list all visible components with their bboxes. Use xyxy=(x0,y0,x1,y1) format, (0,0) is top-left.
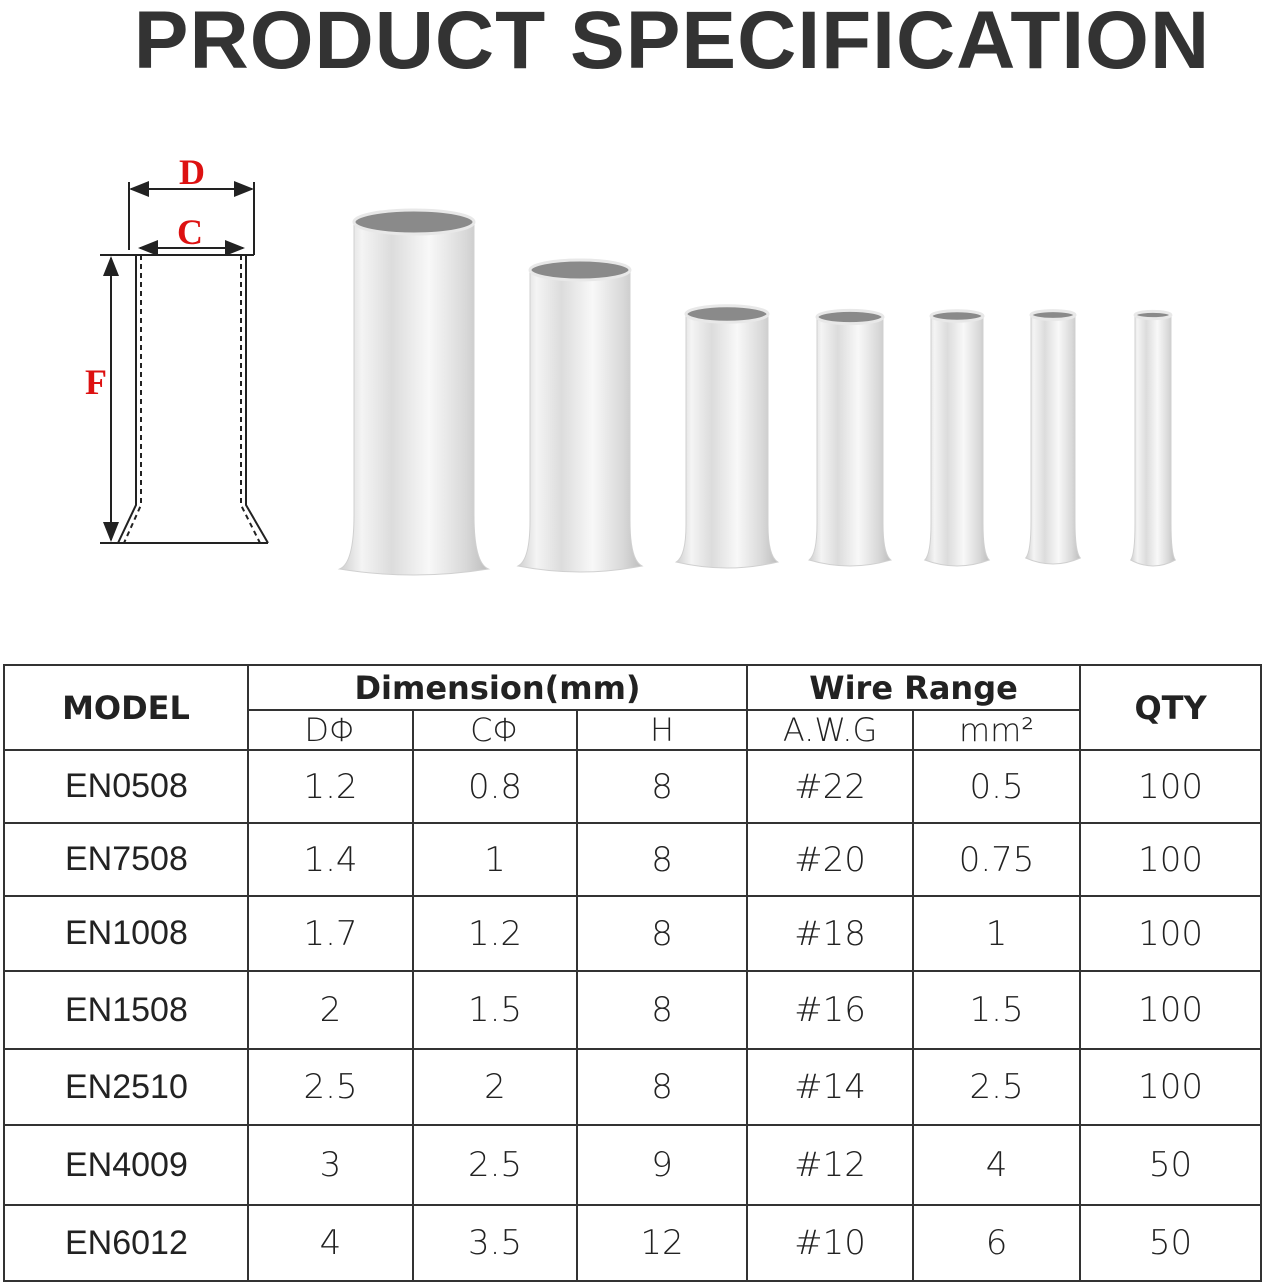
table-cell: 1.2 xyxy=(412,895,578,972)
table-cell: 100 xyxy=(1079,895,1263,972)
table-cell: mm² xyxy=(912,709,1082,751)
table-cell: EN2510 xyxy=(3,1048,249,1126)
ferrule-top xyxy=(1029,309,1077,321)
table-cell: #12 xyxy=(746,1124,915,1206)
table-cell: 3.5 xyxy=(412,1204,578,1282)
table-cell: #16 xyxy=(746,970,915,1050)
table-cell: 50 xyxy=(1079,1204,1263,1282)
table-cell: #10 xyxy=(746,1204,915,1282)
ferrule xyxy=(516,269,644,573)
ferrule-top xyxy=(528,258,632,282)
table-cell: 1 xyxy=(912,895,1082,972)
label-d: D xyxy=(179,152,205,192)
table-cell: 100 xyxy=(1079,822,1263,897)
ferrule xyxy=(337,221,491,576)
label-f: F xyxy=(85,362,107,402)
table-cell: 100 xyxy=(1079,749,1263,824)
table-cell: 8 xyxy=(575,1048,749,1126)
ferrule xyxy=(1129,314,1177,567)
table-cell: 1 xyxy=(412,822,578,897)
table-cell: 100 xyxy=(1079,970,1263,1050)
table-cell: 4 xyxy=(247,1204,414,1282)
table-cell: 1.4 xyxy=(247,822,414,897)
table-cell: 2.5 xyxy=(912,1048,1082,1126)
table-cell: 8 xyxy=(575,822,749,897)
table-cell: 2 xyxy=(412,1048,578,1126)
table-cell: Wire Range xyxy=(746,664,1082,711)
ferrule-top xyxy=(815,308,885,326)
table-cell: 6 xyxy=(912,1204,1082,1282)
table-cell: 2.5 xyxy=(412,1124,578,1206)
table-cell: 0.5 xyxy=(912,749,1082,824)
table-cell: EN7508 xyxy=(3,822,249,897)
ferrule xyxy=(1024,314,1082,565)
table-cell: 12 xyxy=(575,1204,749,1282)
table-cell: Dimension(mm) xyxy=(246,664,749,711)
table-cell: 8 xyxy=(575,895,749,972)
table-cell: 1.5 xyxy=(412,970,578,1050)
table-cell: 1.7 xyxy=(247,895,414,972)
table-cell: 3 xyxy=(247,1124,414,1206)
table-cell: EN1508 xyxy=(3,970,249,1050)
label-c: C xyxy=(177,212,203,252)
table-cell: 4 xyxy=(912,1124,1082,1206)
dimension-drawing xyxy=(100,181,269,544)
table-cell: 1.2 xyxy=(247,749,414,824)
table-cell: 2.5 xyxy=(247,1048,414,1126)
table-cell: DΦ xyxy=(247,709,414,751)
table-cell: EN6012 xyxy=(3,1204,249,1282)
table-cell: #14 xyxy=(746,1048,915,1126)
table-cell: 8 xyxy=(575,749,749,824)
table-cell: A.W.G xyxy=(746,709,915,751)
table-cell: 50 xyxy=(1079,1124,1263,1206)
table-cell: #18 xyxy=(746,895,915,972)
table-cell: #20 xyxy=(746,822,915,897)
ferrule-top xyxy=(352,208,476,236)
table-cell: EN1008 xyxy=(3,895,249,972)
title: PRODUCT SPECIFICATION xyxy=(133,0,1211,86)
ferrules xyxy=(337,208,1177,576)
table-cell: EN0508 xyxy=(3,749,249,824)
table-cell: EN4009 xyxy=(3,1124,249,1206)
ferrule xyxy=(674,313,780,569)
ferrule-top xyxy=(684,304,770,324)
ferrule xyxy=(807,316,893,567)
table-cell: #22 xyxy=(746,749,915,824)
table-cell: 100 xyxy=(1079,1048,1263,1126)
table-cell: H xyxy=(575,709,749,751)
table-cell: 8 xyxy=(575,970,749,1050)
spec-table: MODEL Dimension(mm) Wire Range QTY DΦ CΦ H A.W.… xyxy=(3,664,1263,1282)
illustration: D C F xyxy=(85,152,1177,576)
table-cell: 0.8 xyxy=(412,749,578,824)
table-cell: QTY xyxy=(1079,664,1263,751)
table-cell: MODEL xyxy=(3,664,249,751)
table-cell: CΦ xyxy=(412,709,578,751)
ferrule xyxy=(923,315,991,567)
table-cell: 0.75 xyxy=(912,822,1082,897)
ferrule-top xyxy=(1133,309,1173,321)
table-cell: 9 xyxy=(575,1124,749,1206)
table-cell: 1.5 xyxy=(912,970,1082,1050)
table-cell: 2 xyxy=(247,970,414,1050)
ferrule-top xyxy=(929,309,985,323)
